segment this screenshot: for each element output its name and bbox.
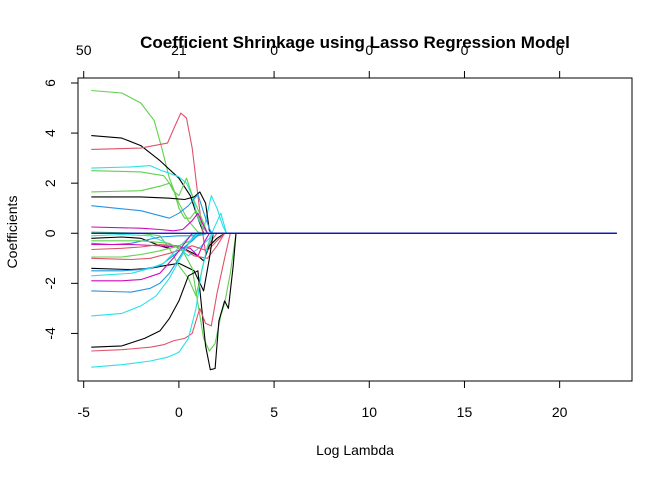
x-tick-label: 15 <box>457 404 473 420</box>
y-tick-label: 0 <box>42 229 58 237</box>
coef-path-22 <box>91 232 617 293</box>
coef-path-10 <box>91 231 617 297</box>
coef-path-15 <box>91 232 617 259</box>
y-tick-label: 6 <box>42 79 58 87</box>
coef-path-7 <box>91 191 617 234</box>
top-tick-label: 50 <box>76 42 92 58</box>
x-tick-label: 10 <box>361 404 377 420</box>
coef-path-3 <box>91 112 617 254</box>
x-tick-label: 20 <box>552 404 568 420</box>
y-tick-label: -2 <box>42 277 58 290</box>
y-tick-label: 2 <box>42 179 58 187</box>
coef-path-8 <box>91 193 617 234</box>
x-tick-label: -5 <box>77 404 90 420</box>
coef-path-26 <box>91 232 617 352</box>
coef-path-19 <box>91 232 617 272</box>
coef-path-14 <box>91 232 617 257</box>
coef-path-6 <box>91 177 617 234</box>
coef-path-17 <box>91 232 617 261</box>
x-tick-label: 5 <box>270 404 278 420</box>
coef-path-21 <box>91 232 617 282</box>
top-tick-label: 0 <box>556 42 564 58</box>
plot-frame <box>77 77 633 382</box>
y-tick-label: -4 <box>42 327 58 340</box>
top-tick-label: 0 <box>365 42 373 58</box>
top-tick-label: 0 <box>461 42 469 58</box>
coef-path-25 <box>91 232 617 371</box>
coef-path-18 <box>91 232 617 292</box>
coef-path-11 <box>91 212 617 257</box>
coef-path-5 <box>91 170 617 234</box>
coef-path-12 <box>91 232 617 262</box>
y-axis-label: Coefficients <box>4 196 20 269</box>
coef-path-20 <box>91 232 617 277</box>
x-tick-label: 0 <box>175 404 183 420</box>
coef-path-24 <box>91 232 617 352</box>
coef-path-4 <box>91 165 617 234</box>
y-tick-label: 4 <box>42 129 58 137</box>
top-tick-label: 0 <box>270 42 278 58</box>
x-axis-label: Log Lambda <box>316 442 394 458</box>
top-tick-label: 21 <box>171 42 187 58</box>
axes: -5 0 5 10 15 20 -4 -2 0 2 4 6 50 21 0 0 0 0 <box>42 42 568 420</box>
coef-path-27 <box>91 232 617 368</box>
coefficient-paths <box>91 89 617 371</box>
coef-path-9 <box>91 212 617 234</box>
coef-path-13 <box>91 232 617 246</box>
coef-path-23 <box>91 232 617 317</box>
coef-path-16 <box>91 232 617 258</box>
coef-path-1 <box>91 89 617 234</box>
chart-title: Coefficient Shrinkage using Lasso Regres… <box>140 33 570 52</box>
